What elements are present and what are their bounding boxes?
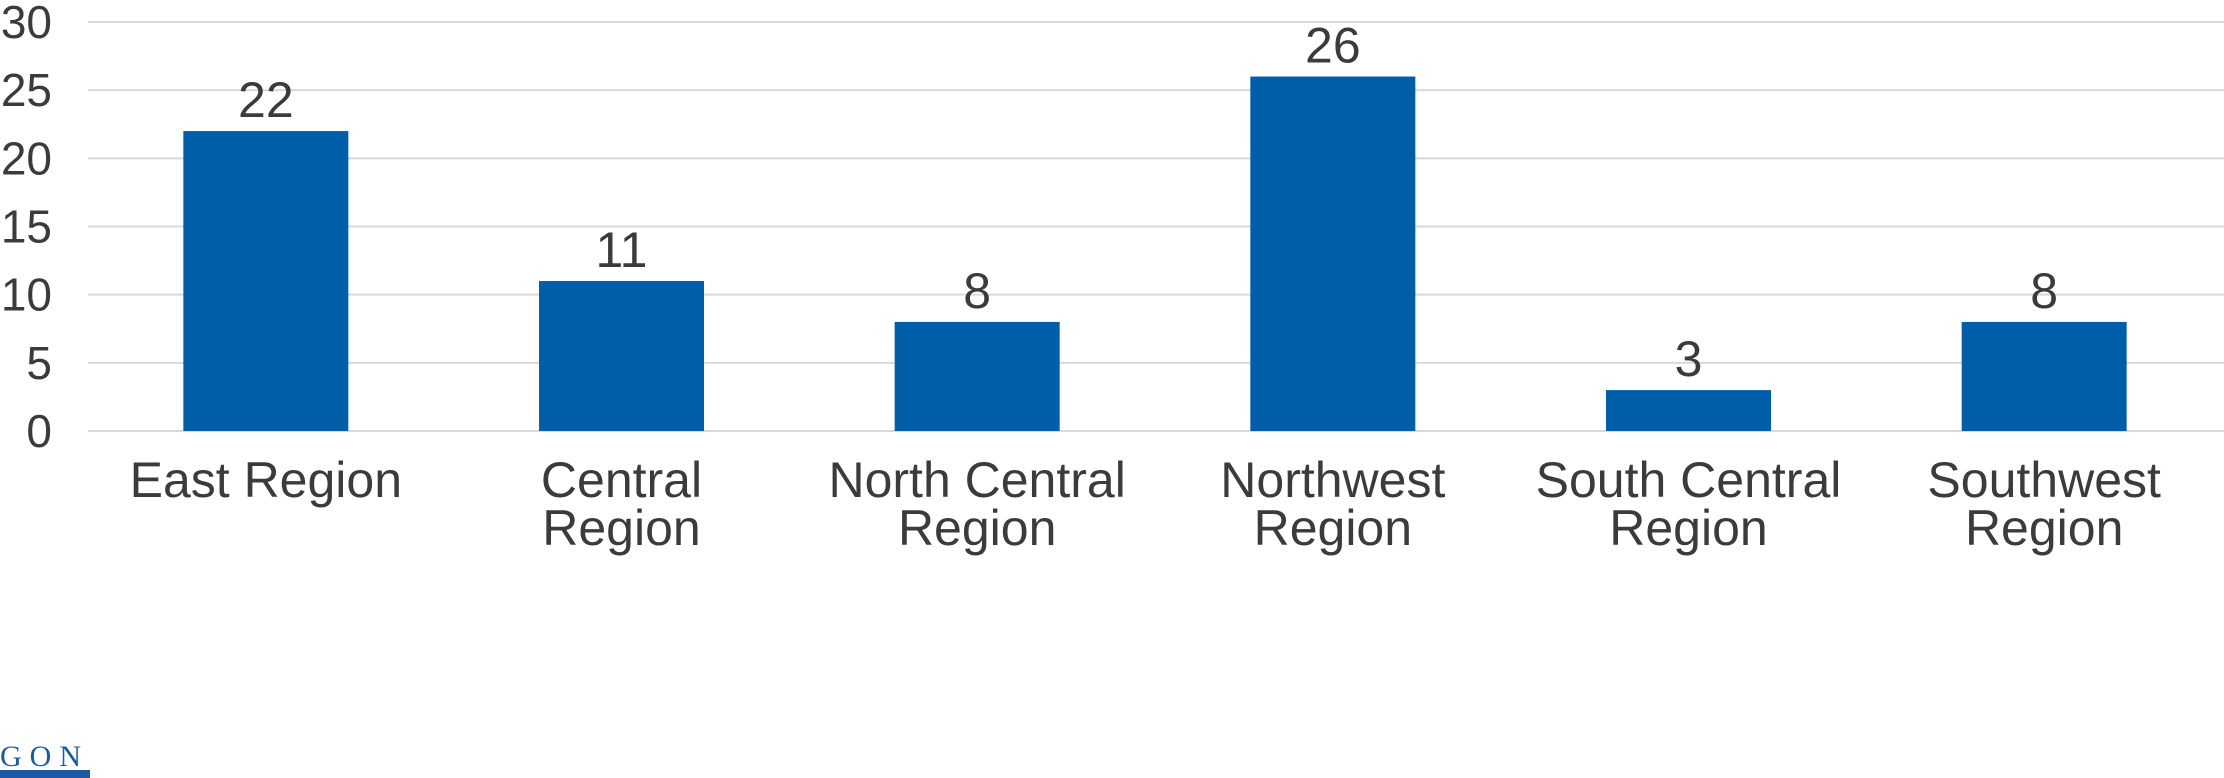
category-label-3-1: Region [1254, 500, 1412, 556]
logo-text: GON [0, 740, 89, 773]
category-label-3-0: Northwest [1220, 452, 1445, 508]
category-label-5-0: Southwest [1927, 452, 2161, 508]
bar-3 [1250, 76, 1416, 432]
data-labels: 22 11 8 26 3 8 [238, 18, 2058, 388]
data-label-4: 3 [1675, 331, 1703, 387]
bar-4 [1606, 390, 1771, 431]
y-tick-label: 5 [26, 337, 52, 389]
category-label-1-1: Region [542, 500, 700, 556]
bar-2 [894, 321, 1060, 431]
category-label-2-1: Region [898, 500, 1056, 556]
y-tick-label: 10 [1, 269, 52, 321]
logo-underline [0, 770, 90, 778]
data-label-2: 8 [963, 263, 991, 319]
bar-5 [1961, 321, 2127, 431]
category-label-4-0: South Central [1536, 452, 1842, 508]
bars [183, 76, 2127, 432]
bar-1 [539, 281, 704, 431]
category-label-4-1: Region [1609, 500, 1767, 556]
logo: GON [0, 740, 90, 778]
category-label-1-0: Central [541, 452, 702, 508]
data-label-5: 8 [2030, 263, 2058, 319]
data-label-1: 11 [596, 222, 648, 278]
category-label-2-0: North Central [828, 452, 1125, 508]
y-tick-label: 15 [1, 201, 52, 253]
data-label-0: 22 [238, 72, 294, 128]
y-tick-label: 25 [1, 64, 52, 116]
y-tick-label: 30 [1, 0, 52, 48]
y-axis-ticks: 0 5 10 15 20 25 30 [1, 0, 52, 457]
y-tick-label: 20 [1, 132, 52, 184]
data-label-3: 26 [1305, 18, 1361, 74]
bar-0 [183, 131, 349, 432]
grid-lines [88, 21, 2224, 432]
category-label-5-1: Region [1965, 500, 2123, 556]
category-label-0-0: East Region [130, 452, 402, 508]
y-tick-label: 0 [26, 405, 52, 457]
